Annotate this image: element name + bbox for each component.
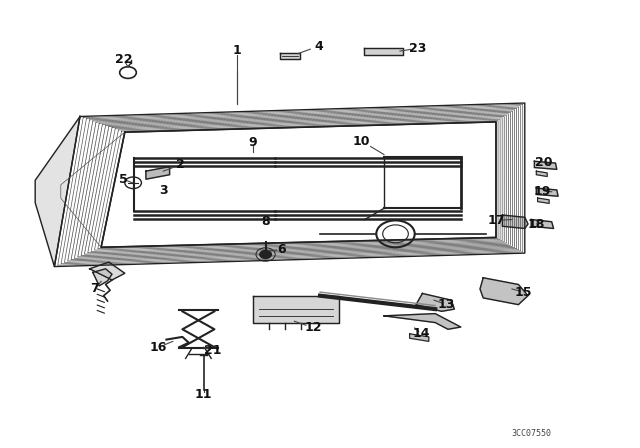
Polygon shape xyxy=(410,334,429,341)
Text: 3: 3 xyxy=(159,184,168,197)
Polygon shape xyxy=(253,296,339,323)
Polygon shape xyxy=(93,269,112,286)
Text: 3CC07550: 3CC07550 xyxy=(511,429,551,438)
Text: 2: 2 xyxy=(176,158,185,172)
Text: 14: 14 xyxy=(412,327,430,340)
Text: 18: 18 xyxy=(527,217,545,231)
Polygon shape xyxy=(364,48,403,55)
Polygon shape xyxy=(280,53,300,59)
Polygon shape xyxy=(538,198,549,203)
Text: 13: 13 xyxy=(438,298,456,311)
Polygon shape xyxy=(536,171,547,177)
Text: 7: 7 xyxy=(90,282,99,296)
Text: 15: 15 xyxy=(515,285,532,299)
Text: 6: 6 xyxy=(277,243,286,256)
Polygon shape xyxy=(90,262,125,280)
Text: 16: 16 xyxy=(150,340,168,354)
Text: 4: 4 xyxy=(314,39,323,53)
Text: 23: 23 xyxy=(408,42,426,55)
Text: 17: 17 xyxy=(487,214,505,227)
Polygon shape xyxy=(384,314,461,329)
Text: 10: 10 xyxy=(353,134,371,148)
Text: 11: 11 xyxy=(195,388,212,401)
Polygon shape xyxy=(534,161,557,169)
Polygon shape xyxy=(35,116,80,267)
Polygon shape xyxy=(416,293,454,311)
Polygon shape xyxy=(531,220,554,228)
Circle shape xyxy=(260,250,271,258)
Polygon shape xyxy=(480,278,528,305)
Polygon shape xyxy=(536,188,558,196)
Text: 12: 12 xyxy=(305,321,323,335)
Text: 19: 19 xyxy=(534,185,552,198)
Text: 22: 22 xyxy=(115,53,132,66)
Text: 20: 20 xyxy=(535,155,553,169)
Text: 9: 9 xyxy=(248,135,257,149)
Polygon shape xyxy=(502,215,528,228)
Text: 5: 5 xyxy=(118,172,127,186)
Polygon shape xyxy=(146,167,170,179)
Text: 1: 1 xyxy=(232,43,241,57)
Text: 8: 8 xyxy=(261,215,270,228)
Text: 21: 21 xyxy=(204,344,222,358)
